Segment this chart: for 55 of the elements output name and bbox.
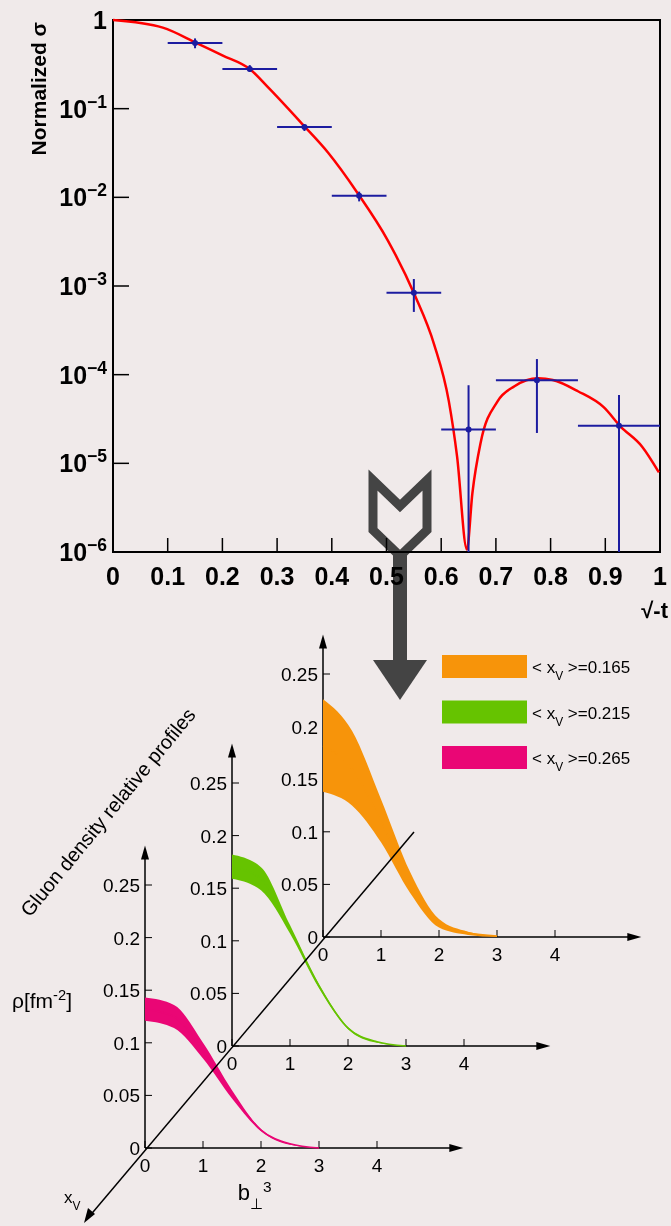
y-tick-label: 0.1 <box>113 1032 140 1054</box>
x-tick-label: 4 <box>549 944 561 965</box>
y-tick-label: 0.05 <box>190 983 227 1005</box>
y-tick-label: 0.25 <box>103 875 140 896</box>
x-tick-label: 2 <box>433 944 445 965</box>
text: x$_{V}$ <box>64 1188 81 1213</box>
y-tick-label: 1 <box>93 6 108 34</box>
y-tick-label: 0.05 <box>103 1085 140 1107</box>
y-axis-title: ρ[fm$^{-2}$] <box>12 987 73 1012</box>
x-tick-label: 0.4 <box>314 562 350 590</box>
point <box>356 192 363 199</box>
point <box>410 289 417 296</box>
line-series <box>111 18 661 551</box>
y-tick-label: 10$^{−5}$ <box>59 446 108 478</box>
x-tick-label: 1 <box>653 562 668 590</box>
y-tick-label: 0.25 <box>190 773 227 794</box>
y-tick-label: 10$^{−6}$ <box>59 535 108 566</box>
legend-label: < x$_{V}$ >=0.165 <box>532 658 631 683</box>
y-tick-label: 0.25 <box>281 664 318 685</box>
x-tick-label: 3 <box>491 944 503 965</box>
y-tick-label: 0.15 <box>190 878 227 900</box>
legend-label: < x$_{V}$ >=0.215 <box>532 703 631 729</box>
x-tick-label: 3 <box>400 1053 412 1074</box>
y-tick-label: 0.2 <box>113 927 140 949</box>
x-tick-label: 2 <box>342 1053 354 1074</box>
y-tick-label: 0 <box>129 1138 140 1159</box>
x-tick-label: 0.3 <box>259 562 295 590</box>
y-tick-label: 0.05 <box>281 874 318 896</box>
y-tick-label: 0.15 <box>103 980 140 1002</box>
x-tick-label: 3 <box>313 1155 325 1176</box>
x-tick-label: 0.6 <box>423 562 459 590</box>
y-tick-label: 0.15 <box>281 769 318 791</box>
y-tick-label: 0.2 <box>291 716 318 738</box>
y-tick-label: 10$^{−2}$ <box>59 180 108 212</box>
y-tick-label: 0.1 <box>291 821 318 843</box>
x-tick-label: 4 <box>458 1053 470 1074</box>
y-tick-label: 0 <box>216 1036 227 1057</box>
y-tick-label: 10$^{−1}$ <box>59 91 108 123</box>
x-tick-label: 4 <box>371 1155 383 1176</box>
y-tick-label: 10$^{−3}$ <box>59 269 108 300</box>
y-axis-title: Normalized σ <box>27 22 50 156</box>
point <box>615 422 622 429</box>
x-tick-label: 0.9 <box>587 562 623 590</box>
point <box>533 377 540 384</box>
y-tick-label: 0.2 <box>200 825 227 847</box>
x-tick-label: 1 <box>375 944 387 965</box>
legend-label: < x$_{V}$ >=0.265 <box>532 749 631 774</box>
x-tick-label: 0.8 <box>533 562 569 590</box>
x-tick-label: 0.7 <box>478 562 514 590</box>
x-axis-title: √-t <box>641 598 669 623</box>
y-tick-label: 10$^{−4}$ <box>59 357 108 389</box>
point <box>465 426 472 433</box>
x-tick-label: 2 <box>255 1155 267 1176</box>
x-tick-label: 0.1 <box>150 562 186 590</box>
y-tick-label: 0 <box>307 927 318 948</box>
